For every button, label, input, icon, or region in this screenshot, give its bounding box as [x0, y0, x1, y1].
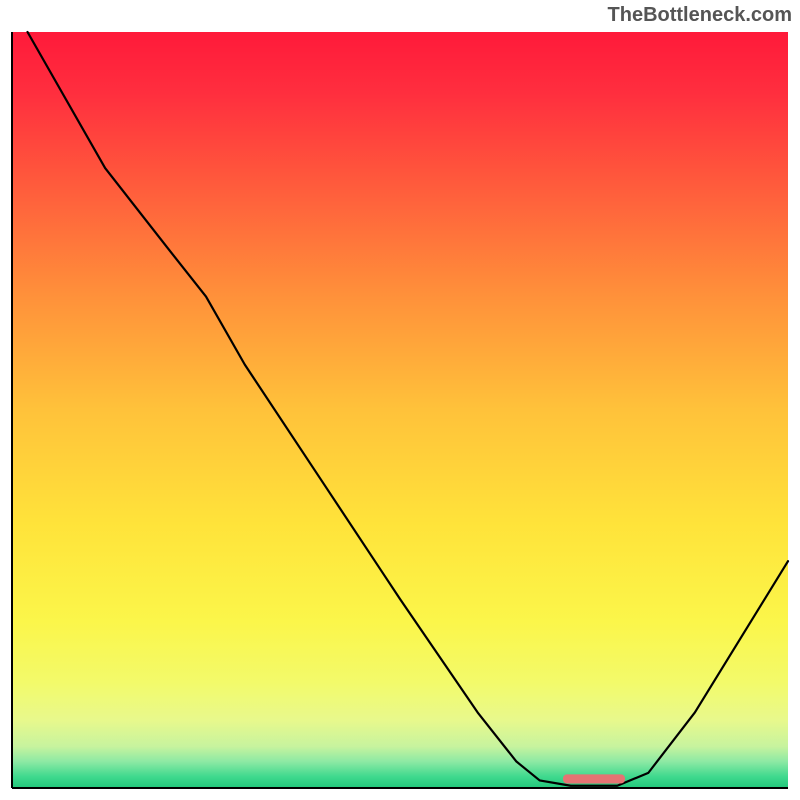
watermark-text: TheBottleneck.com — [608, 4, 792, 27]
chart-background — [12, 32, 788, 788]
optimal-range-marker — [563, 774, 625, 783]
chart-svg — [10, 30, 790, 790]
bottleneck-chart — [10, 30, 790, 790]
